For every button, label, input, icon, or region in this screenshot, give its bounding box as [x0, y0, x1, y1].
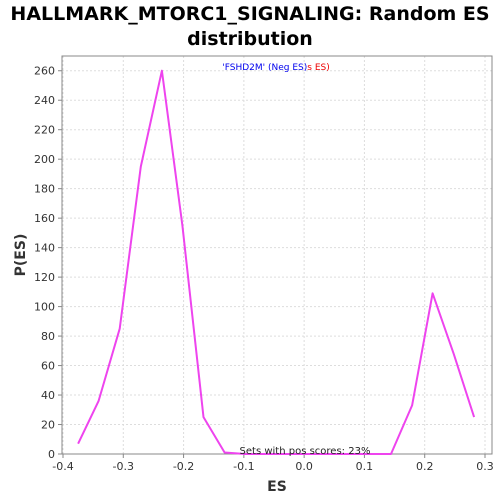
x-tick-label: -0.1: [233, 460, 254, 473]
y-tick-label: 120: [34, 271, 55, 284]
y-tick-label: 80: [41, 330, 55, 343]
x-tick-label: -0.2: [173, 460, 194, 473]
y-tick-label: 40: [41, 389, 55, 402]
x-tick-label: -0.3: [113, 460, 134, 473]
chart-title: HALLMARK_MTORC1_SIGNALING: Random ES dis…: [0, 2, 500, 52]
grid-lines: [62, 56, 492, 455]
y-tick-label: 0: [48, 448, 55, 461]
x-axis-label: ES: [267, 479, 287, 495]
x-tick-label: 0.3: [476, 460, 494, 473]
chart-title-line1: HALLMARK_MTORC1_SIGNALING: Random ES: [10, 3, 490, 25]
series-group: [77, 69, 476, 455]
y-tick-label: 200: [34, 153, 55, 166]
y-tick-label: 220: [34, 124, 55, 137]
x-tick-label: 0.0: [295, 460, 313, 473]
y-tick-label: 180: [34, 183, 55, 196]
y-tick-label: 140: [34, 242, 55, 255]
x-tick-label: 0.2: [416, 460, 434, 473]
legend-part1: 'FSHD2M' (Neg ES): [222, 63, 307, 73]
plot-area-border: [61, 55, 493, 455]
pos-scores-annotation: Sets with pos scores: 23%: [240, 446, 371, 457]
chart-title-line2: distribution: [187, 28, 313, 50]
y-tick-label: 240: [34, 94, 55, 107]
y-tick-label: 160: [34, 212, 55, 225]
y-tick-label: 60: [41, 360, 55, 373]
axis-ticks: 0 20 40 60 80 100 120 140 160 180 200 220 240 260 -0.4…: [34, 65, 494, 473]
y-tick-label: 20: [41, 419, 55, 432]
x-tick-label: 0.1: [356, 460, 374, 473]
y-axis-label: P(ES): [13, 234, 29, 277]
y-tick-label: 100: [34, 301, 55, 314]
legend: 'FSHD2M' (Neg ES)s ES): [222, 63, 329, 73]
legend-part2: s ES): [307, 63, 329, 73]
series-line: [77, 69, 476, 455]
x-tick-label: -0.4: [52, 460, 73, 473]
y-tick-label: 260: [34, 65, 55, 78]
